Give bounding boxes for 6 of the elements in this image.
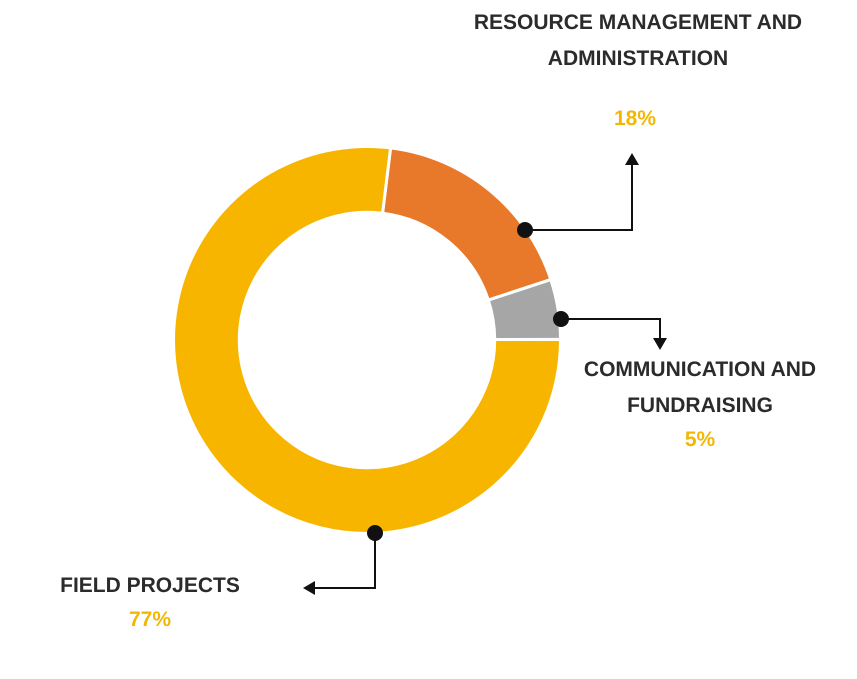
data-label: 77% <box>128 608 172 632</box>
slice-label: RESOURCE MANAGEMENT AND ADMINISTRATION <box>472 10 804 72</box>
slice-label: COMMUNICATION AND FUNDRAISING <box>582 357 818 419</box>
slice-label: FIELD PROJECTS <box>59 573 241 599</box>
data-label: 18% <box>614 107 656 131</box>
data-label: 5% <box>684 428 716 452</box>
